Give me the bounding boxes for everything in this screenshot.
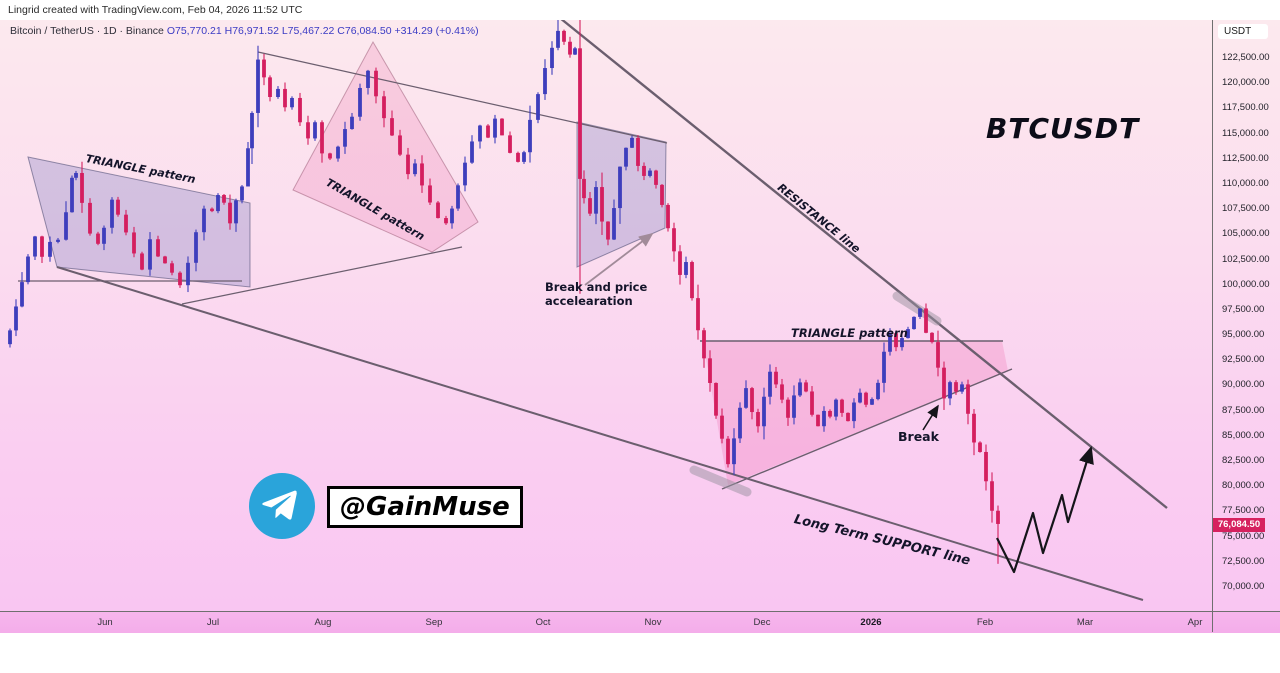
telegram-icon bbox=[249, 473, 315, 539]
break-arrow bbox=[922, 404, 939, 431]
time-tick-label: Dec bbox=[753, 617, 771, 628]
break-acceleration-arrow bbox=[584, 232, 654, 286]
symbol-legend[interactable]: Bitcoin / TetherUS · 1D · Binance O75,77… bbox=[10, 25, 479, 37]
current-price-label: 76,084.50 bbox=[1213, 517, 1265, 532]
price-tick-label: 107,500.00 bbox=[1222, 203, 1270, 215]
time-tick-label: Jul bbox=[206, 617, 220, 628]
price-tick-label: 85,000.00 bbox=[1222, 429, 1265, 441]
symbol-name[interactable]: Bitcoin / TetherUS · 1D · Binance bbox=[10, 25, 164, 37]
time-axis-separator bbox=[0, 611, 1280, 612]
price-tick-label: 70,000.00 bbox=[1222, 581, 1265, 592]
channel-handle-badge: @GainMuse bbox=[327, 486, 523, 528]
price-tick-label: 77,500.00 bbox=[1222, 505, 1265, 517]
price-tick-label: 122,500.00 bbox=[1222, 52, 1270, 63]
price-tick-label: 110,000.00 bbox=[1222, 177, 1269, 189]
price-tick-label: 97,500.00 bbox=[1222, 303, 1265, 315]
price-tick-label: 115,000.00 bbox=[1222, 127, 1269, 139]
price-tick-label: 72,500.00 bbox=[1222, 555, 1265, 567]
candles-layer bbox=[8, 18, 1000, 564]
time-tick-label: Oct bbox=[535, 617, 551, 628]
time-tick-label: 2026 bbox=[860, 617, 882, 628]
minor-rising-trendline bbox=[181, 246, 463, 305]
arrows-layer bbox=[584, 232, 1094, 574]
july-high-trendline bbox=[257, 51, 668, 144]
price-tick-label: 75,000.00 bbox=[1222, 530, 1265, 542]
price-tick-label: 112,500.00 bbox=[1222, 152, 1269, 164]
price-tick-label: 117,500.00 bbox=[1222, 102, 1269, 114]
price-tick-label: 95,000.00 bbox=[1222, 329, 1265, 341]
price-tick-label: 105,000.00 bbox=[1222, 228, 1270, 240]
currency-toggle-button[interactable]: USDT bbox=[1218, 24, 1268, 39]
resistance-line bbox=[559, 17, 1168, 509]
annotation-break-acceleration: Break and price accelearation bbox=[545, 280, 648, 308]
price-tick-label: 92,500.00 bbox=[1222, 354, 1265, 366]
support-touch-highlight bbox=[689, 465, 752, 497]
price-tick-label: 120,000.00 bbox=[1222, 77, 1270, 89]
annotation-triangle-pattern-3: TRIANGLE pattern bbox=[791, 326, 908, 340]
time-tick-label: Nov bbox=[644, 617, 662, 628]
price-projection-zigzag bbox=[996, 445, 1094, 574]
time-tick-label: Apr bbox=[1187, 617, 1203, 628]
long-term-support-line bbox=[56, 266, 1144, 601]
price-tick-label: 90,000.00 bbox=[1222, 379, 1265, 391]
time-tick-label: Feb bbox=[976, 617, 994, 628]
pattern-regions-layer bbox=[27, 40, 1008, 485]
trendlines-layer[interactable] bbox=[18, 17, 1168, 601]
time-tick-label: Mar bbox=[1076, 617, 1094, 628]
price-tick-label: 102,500.00 bbox=[1222, 253, 1270, 265]
price-tick-label: 82,500.00 bbox=[1222, 455, 1265, 467]
resistance-touch-highlight bbox=[892, 291, 942, 326]
time-tick-label: Aug bbox=[314, 617, 332, 628]
attribution-bar: Lingrid created with TradingView.com, Fe… bbox=[0, 0, 1280, 20]
time-axis-strip[interactable] bbox=[0, 612, 1280, 633]
price-axis-separator bbox=[1212, 20, 1213, 632]
price-tick-label: 80,000.00 bbox=[1222, 480, 1265, 492]
annotation-break: Break bbox=[898, 429, 939, 444]
time-tick-label: Sep bbox=[425, 617, 443, 628]
price-tick-label: 100,000.00 bbox=[1222, 278, 1270, 290]
ohlc-values: O75,770.21 H76,971.52 L75,467.22 C76,084… bbox=[166, 25, 392, 37]
price-tick-label: 87,500.00 bbox=[1222, 404, 1265, 416]
attribution-text: Lingrid created with TradingView.com, Fe… bbox=[8, 4, 303, 16]
footer-bar: TradingView bbox=[0, 633, 1280, 673]
change-value: +314.29 (+0.41%) bbox=[394, 25, 479, 37]
symbol-watermark: BTCUSDT bbox=[986, 112, 1140, 145]
time-tick-label: Jun bbox=[97, 617, 113, 628]
